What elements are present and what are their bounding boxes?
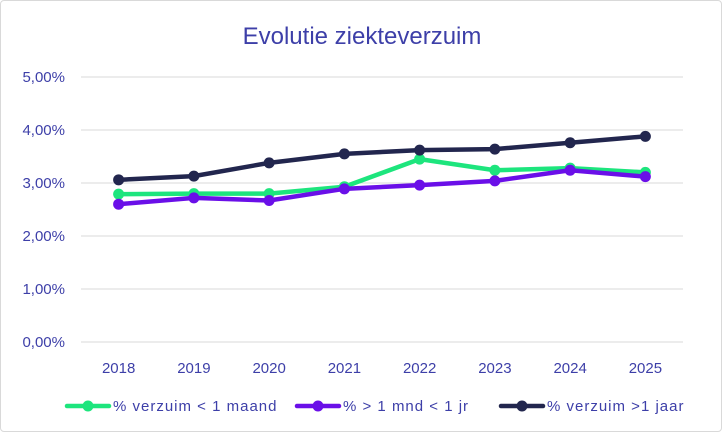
data-point [338,183,350,195]
series-line [116,156,648,197]
y-tick-label: 3,00% [22,175,65,192]
series-line [116,168,648,207]
data-point [639,130,651,142]
data-point [489,164,501,176]
y-tick-label: 5,00% [22,69,65,86]
series-lines [113,130,651,210]
data-point [414,144,426,156]
data-point [263,194,275,206]
legend-item: % > 1 mnd < 1 jr [294,398,469,415]
series-line [116,134,648,183]
legend-marker [516,400,528,412]
data-point [564,164,576,176]
x-tick-label: 2018 [102,360,135,377]
y-tick-label: 4,00% [22,122,65,139]
legend-marker [82,400,94,412]
x-tick-label: 2019 [177,360,210,377]
legend: % verzuim < 1 maand % > 1 mnd < 1 jr % ver… [64,398,684,415]
x-tick-label: 2021 [328,360,361,377]
y-axis-ticks: 0,00% 1,00% 2,00% 3,00% 4,00% 5,00% [22,69,65,351]
legend-item: % verzuim < 1 maand [64,398,277,415]
data-point [188,192,200,204]
chart-title: Evolutie ziekteverzuim [243,23,482,50]
data-point [113,174,125,186]
series-3 [113,130,651,186]
data-point [489,143,501,155]
data-point [639,171,651,183]
y-tick-label: 0,00% [22,334,65,351]
data-point [113,198,125,210]
x-tick-label: 2025 [629,360,662,377]
legend-label: % verzuim < 1 maand [113,398,277,415]
data-point [188,170,200,182]
y-tick-label: 2,00% [22,228,65,245]
x-tick-label: 2020 [252,360,285,377]
data-point [564,137,576,149]
y-tick-label: 1,00% [22,281,65,298]
data-point [113,188,125,200]
gridlines [81,76,683,343]
x-axis-ticks: 2018 2019 2020 2021 2022 2023 2024 2025 [102,360,662,377]
data-point [489,175,501,187]
data-point [338,148,350,160]
x-tick-label: 2023 [478,360,511,377]
data-point [414,153,426,165]
legend-label: % verzuim >1 jaar [547,398,684,415]
x-tick-label: 2024 [553,360,586,377]
series-2 [113,164,651,210]
x-tick-label: 2022 [403,360,436,377]
data-point [414,179,426,191]
legend-marker [312,400,324,412]
legend-item: % verzuim >1 jaar [498,398,684,415]
data-point [263,157,275,169]
legend-label: % > 1 mnd < 1 jr [343,398,469,415]
